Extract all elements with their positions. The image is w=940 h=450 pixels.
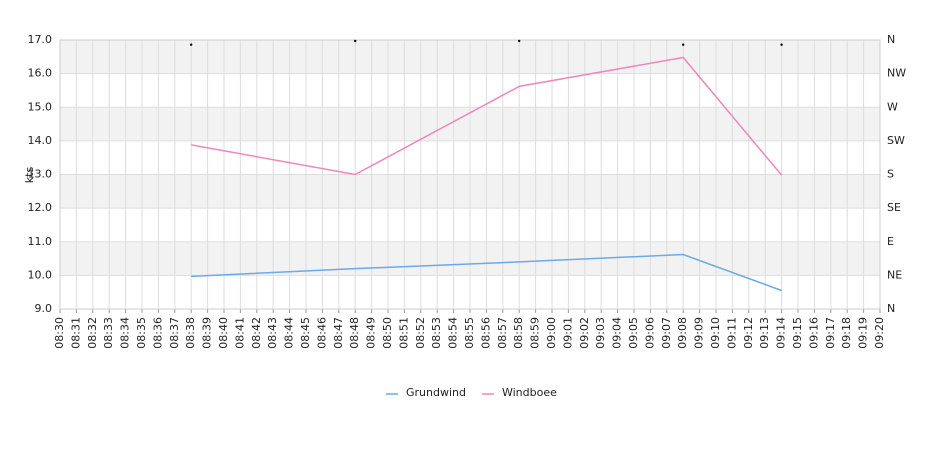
x-tick-label: 08:48: [348, 317, 361, 349]
x-tick-label: 09:16: [807, 317, 820, 349]
x-tick-label: 09:19: [857, 317, 870, 349]
x-tick-label: 09:20: [873, 317, 886, 349]
x-tick-label: 09:13: [758, 317, 771, 349]
y2-tick-label: SE: [887, 201, 901, 214]
y-tick-label: 11.0: [28, 235, 53, 248]
x-tick-label: 09:06: [643, 317, 656, 349]
y-tick-label: 13.0: [28, 168, 53, 181]
line: [191, 56, 783, 176]
y-tick-label: 9.0: [35, 302, 53, 315]
x-tick-label: 08:43: [266, 317, 279, 349]
x-tick-label: 08:58: [512, 317, 525, 349]
x-tick-label: 08:42: [250, 317, 263, 349]
x-tick-label: 08:39: [201, 317, 214, 349]
x-tick-label: 09:18: [840, 317, 853, 349]
plot-frame: [59, 39, 881, 310]
x-tick-label: 08:31: [69, 317, 82, 349]
x-tick-label: 09:15: [791, 317, 804, 349]
y2-tick-label: N: [887, 302, 895, 315]
x-tick-label: 09:17: [824, 317, 837, 349]
line: [191, 253, 782, 292]
x-tick-label: 08:53: [430, 317, 443, 349]
x-tick-label: 08:49: [365, 317, 378, 349]
x-tick-label: 08:51: [397, 317, 410, 349]
x-tick-label: 09:01: [561, 317, 574, 349]
x-tick-label: 08:46: [315, 317, 328, 349]
x-tick-label: 08:41: [233, 317, 246, 349]
x-tick-label: 08:34: [119, 317, 132, 349]
y-axis-label: kts: [23, 167, 36, 184]
legend-label: Grundwind: [406, 386, 466, 399]
x-tick-label: 09:10: [709, 317, 722, 349]
y2-tick-label: S: [887, 168, 894, 181]
y2-tick-label: NE: [887, 268, 902, 281]
y-tick-label: 12.0: [28, 201, 53, 214]
y2-tick-label: W: [887, 100, 898, 113]
x-tick-label: 09:07: [660, 317, 673, 349]
x-tick-label: 09:12: [742, 317, 755, 349]
x-tick-label: 09:04: [611, 317, 624, 349]
x-tick-label: 08:52: [414, 317, 427, 349]
y-tick-label: 15.0: [28, 100, 53, 113]
x-tick-label: 08:47: [332, 317, 345, 349]
x-tick-label: 09:14: [775, 317, 788, 349]
x-tick-label: 08:45: [299, 317, 312, 349]
x-tick-label: 08:50: [381, 317, 394, 349]
direction-marker: [682, 43, 685, 46]
y2-tick-label: E: [887, 235, 894, 248]
x-tick-label: 08:37: [168, 317, 181, 349]
x-tick-label: 08:33: [102, 317, 115, 349]
x-tick-label: 08:44: [283, 317, 296, 349]
x-tick-label: 08:57: [496, 317, 509, 349]
x-tick-label: 09:08: [676, 317, 689, 349]
x-tick-label: 08:32: [86, 317, 99, 349]
direction-marker: [354, 39, 357, 43]
x-tick-label: 08:38: [184, 317, 197, 349]
x-tick-label: 08:55: [463, 317, 476, 349]
x-tick-label: 09:11: [725, 317, 738, 349]
y-tick-label: 17.0: [28, 33, 53, 46]
x-tick-label: 08:36: [151, 317, 164, 349]
direction-marker: [518, 39, 521, 43]
y2-tick-label: N: [887, 33, 895, 46]
y-tick-label: 14.0: [28, 134, 53, 147]
y2-tick-label: SW: [887, 134, 905, 147]
legend-label: Windboee: [502, 386, 557, 399]
y2-tick-label: NW: [887, 67, 906, 80]
x-tick-label: 09:09: [693, 317, 706, 349]
x-tick-label: 08:30: [53, 317, 66, 349]
x-tick-label: 08:54: [447, 317, 460, 349]
x-tick-label: 08:59: [529, 317, 542, 349]
x-tick-label: 09:02: [578, 317, 591, 349]
x-tick-label: 09:05: [627, 317, 640, 349]
x-tick-label: 09:00: [545, 317, 558, 349]
direction-marker: [780, 43, 783, 46]
x-tick-label: 08:56: [479, 317, 492, 349]
y-tick-label: 16.0: [28, 67, 53, 80]
x-tick-label: 08:35: [135, 317, 148, 349]
y-tick-label: 10.0: [28, 268, 53, 281]
direction-marker: [190, 43, 193, 46]
x-tick-label: 09:03: [594, 317, 607, 349]
x-tick-label: 08:40: [217, 317, 230, 349]
